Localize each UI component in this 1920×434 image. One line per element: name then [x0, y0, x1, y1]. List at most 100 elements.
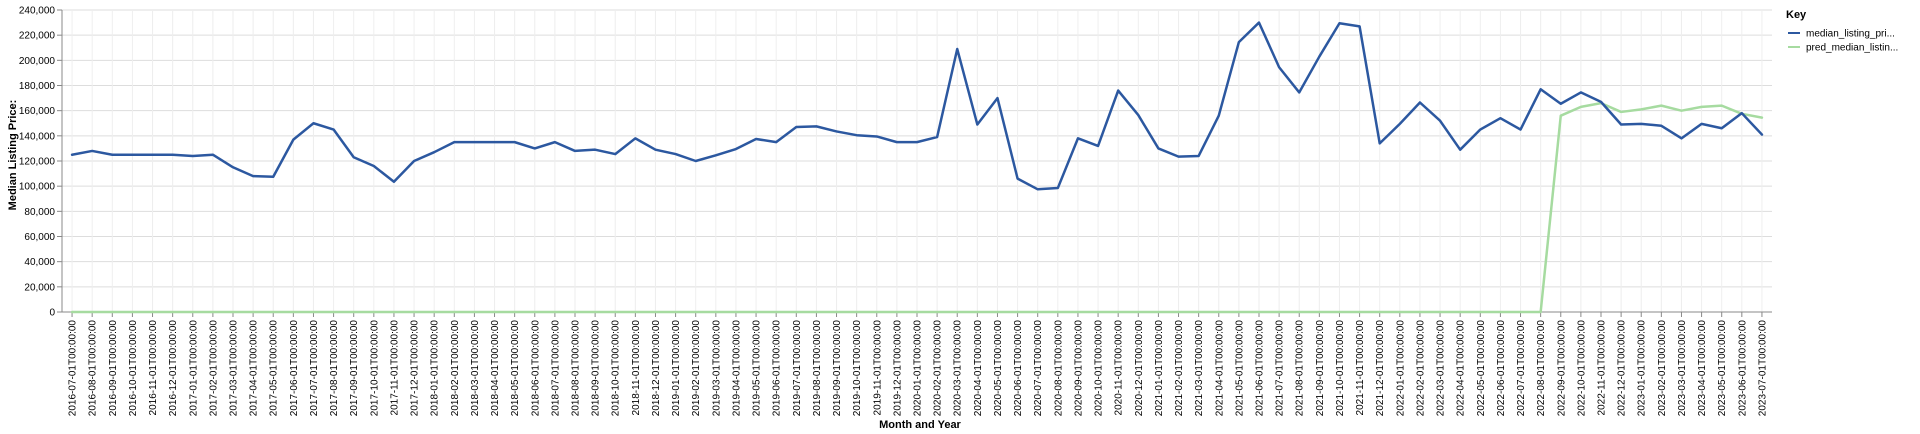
- x-tick-label: 2019-08-01T00:00:00: [812, 320, 823, 417]
- legend: Key median_listing_pri... pred_median_lis…: [1786, 9, 1898, 54]
- x-tick-label: 2021-10-01T00:00:00: [1335, 320, 1346, 417]
- x-tick-label: 2022-11-01T00:00:00: [1597, 320, 1608, 416]
- legend-title: Key: [1786, 9, 1807, 21]
- x-tick-label: 2022-05-01T00:00:00: [1476, 320, 1487, 417]
- x-tick-label: 2023-03-01T00:00:00: [1677, 320, 1688, 417]
- legend-label: median_listing_pri...: [1806, 29, 1895, 40]
- series-lines: [70, 21, 1764, 314]
- x-tick-label: 2016-08-01T00:00:00: [88, 320, 99, 417]
- y-tick-label: 160,000: [19, 106, 56, 117]
- x-tick-label: 2020-02-01T00:00:00: [933, 320, 944, 417]
- x-tick-label: 2019-10-01T00:00:00: [852, 320, 863, 417]
- x-tick-label: 2021-03-01T00:00:00: [1194, 320, 1205, 417]
- x-tick-label: 2019-05-01T00:00:00: [752, 320, 763, 417]
- x-tick-label: 2021-06-01T00:00:00: [1255, 320, 1266, 417]
- x-tick-label: 2019-06-01T00:00:00: [772, 320, 783, 417]
- x-tick-label: 2017-04-01T00:00:00: [249, 320, 260, 417]
- x-axis-title: Month and Year: [879, 419, 961, 431]
- x-tick-label: 2020-08-01T00:00:00: [1053, 320, 1064, 417]
- x-tick-label: 2016-07-01T00:00:00: [68, 320, 79, 417]
- x-tick-label: 2018-10-01T00:00:00: [611, 320, 622, 417]
- x-tick-label: 2022-12-01T00:00:00: [1617, 320, 1628, 417]
- x-tick-label: 2019-02-01T00:00:00: [691, 320, 702, 417]
- x-tick-label: 2019-09-01T00:00:00: [832, 320, 843, 417]
- x-tick-label: 2018-11-01T00:00:00: [631, 320, 642, 416]
- x-tick-label: 2018-06-01T00:00:00: [530, 320, 541, 417]
- x-tick-label: 2023-02-01T00:00:00: [1657, 320, 1668, 417]
- x-tick-label: 2020-04-01T00:00:00: [973, 320, 984, 417]
- x-tick-label: 2021-08-01T00:00:00: [1295, 320, 1306, 417]
- x-tick-label: 2020-10-01T00:00:00: [1094, 320, 1105, 417]
- x-tick-label: 2021-07-01T00:00:00: [1275, 320, 1286, 417]
- x-tick-label: 2020-07-01T00:00:00: [1033, 320, 1044, 417]
- y-tick-label: 80,000: [24, 207, 55, 218]
- x-tick-label: 2017-12-01T00:00:00: [410, 320, 421, 417]
- y-tick-label: 60,000: [24, 232, 55, 243]
- x-tick-label: 2019-07-01T00:00:00: [792, 320, 803, 417]
- x-tick-label: 2016-09-01T00:00:00: [108, 320, 119, 417]
- y-tick-label: 100,000: [19, 182, 56, 193]
- x-tick-label: 2017-07-01T00:00:00: [309, 320, 320, 417]
- x-tick-label: 2020-11-01T00:00:00: [1114, 320, 1125, 416]
- x-tick-label: 2022-03-01T00:00:00: [1436, 320, 1447, 417]
- y-axis-title: Median Listing Price:: [7, 100, 19, 211]
- x-tick-label: 2018-05-01T00:00:00: [510, 320, 521, 417]
- x-tick-label: 2019-11-01T00:00:00: [872, 320, 883, 416]
- x-tick-label: 2021-12-01T00:00:00: [1375, 320, 1386, 417]
- x-tick-label: 2021-11-01T00:00:00: [1355, 320, 1366, 416]
- x-tick-label: 2017-03-01T00:00:00: [229, 320, 240, 417]
- x-tick-label: 2016-10-01T00:00:00: [128, 320, 139, 417]
- x-tick-label: 2019-04-01T00:00:00: [731, 320, 742, 417]
- y-tick-label: 200,000: [19, 56, 56, 67]
- legend-label: pred_median_listin...: [1806, 43, 1898, 54]
- y-tick-label: 180,000: [19, 81, 56, 92]
- x-tick-label: 2022-07-01T00:00:00: [1516, 320, 1527, 417]
- x-tick-label: 2017-11-01T00:00:00: [389, 320, 400, 416]
- x-tick-label: 2018-01-01T00:00:00: [430, 320, 441, 417]
- x-tick-label: 2017-06-01T00:00:00: [289, 320, 300, 417]
- x-tick-label: 2021-04-01T00:00:00: [1214, 320, 1225, 417]
- x-tick-label: 2016-12-01T00:00:00: [168, 320, 179, 417]
- x-tick-label: 2023-07-01T00:00:00: [1757, 320, 1768, 417]
- x-tick-label: 2019-03-01T00:00:00: [711, 320, 722, 417]
- y-tick-label: 120,000: [19, 157, 56, 168]
- x-tick-label: 2023-01-01T00:00:00: [1637, 320, 1648, 417]
- x-tick-label: 2018-07-01T00:00:00: [550, 320, 561, 417]
- y-tick-label: 240,000: [19, 6, 56, 17]
- x-tick-label: 2018-09-01T00:00:00: [591, 320, 602, 417]
- x-tick-label: 2023-04-01T00:00:00: [1697, 320, 1708, 417]
- x-tick-label: 2018-02-01T00:00:00: [450, 320, 461, 417]
- x-tick-label: 2018-03-01T00:00:00: [470, 320, 481, 417]
- x-tick-label: 2022-01-01T00:00:00: [1395, 320, 1406, 417]
- y-tick-label: 40,000: [24, 257, 55, 268]
- x-tick-label: 2017-09-01T00:00:00: [349, 320, 360, 417]
- x-tick-label: 2023-06-01T00:00:00: [1737, 320, 1748, 417]
- x-tick-label: 2022-10-01T00:00:00: [1576, 320, 1587, 417]
- x-tick-label: 2022-02-01T00:00:00: [1415, 320, 1426, 417]
- x-tick-label: 2021-09-01T00:00:00: [1315, 320, 1326, 417]
- x-tick-label: 2018-08-01T00:00:00: [571, 320, 582, 417]
- x-tick-label: 2020-01-01T00:00:00: [913, 320, 924, 417]
- x-tick-label: 2022-08-01T00:00:00: [1536, 320, 1547, 417]
- x-tick-label: 2017-01-01T00:00:00: [188, 320, 199, 417]
- y-tick-label: 20,000: [24, 282, 55, 293]
- x-tick-label: 2023-05-01T00:00:00: [1717, 320, 1728, 417]
- x-tick-label: 2017-02-01T00:00:00: [208, 320, 219, 417]
- x-tick-label: 2020-09-01T00:00:00: [1073, 320, 1084, 417]
- x-axis: 2016-07-01T00:00:00 2016-08-01T00:00:00 20…: [68, 312, 1768, 417]
- x-tick-label: 2017-10-01T00:00:00: [369, 320, 380, 417]
- x-tick-label: 2018-12-01T00:00:00: [651, 320, 662, 417]
- y-tick-label: 140,000: [19, 131, 56, 142]
- x-tick-label: 2019-12-01T00:00:00: [892, 320, 903, 417]
- series-line-median-listing-price: [70, 21, 1764, 191]
- x-tick-label: 2021-02-01T00:00:00: [1174, 320, 1185, 417]
- x-tick-label: 2017-05-01T00:00:00: [269, 320, 280, 417]
- x-tick-label: 2020-12-01T00:00:00: [1134, 320, 1145, 417]
- series-line-pred-median-listing-price: [70, 101, 1764, 314]
- x-tick-label: 2021-05-01T00:00:00: [1234, 320, 1245, 417]
- x-tick-label: 2018-04-01T00:00:00: [490, 320, 501, 417]
- x-tick-label: 2020-06-01T00:00:00: [1013, 320, 1024, 417]
- x-tick-label: 2022-06-01T00:00:00: [1496, 320, 1507, 417]
- x-tick-label: 2020-05-01T00:00:00: [993, 320, 1004, 417]
